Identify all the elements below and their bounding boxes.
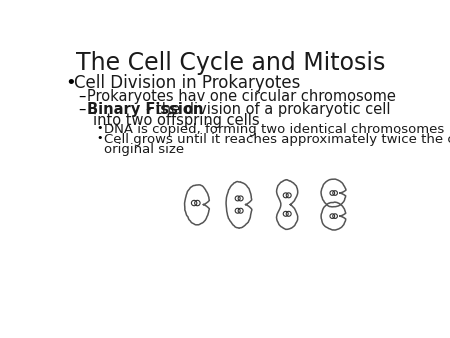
Text: original size: original size — [104, 143, 184, 156]
Text: •: • — [97, 133, 103, 143]
Text: •: • — [66, 74, 77, 92]
Polygon shape — [276, 180, 298, 230]
Text: –: – — [78, 102, 86, 117]
Polygon shape — [226, 182, 252, 228]
Text: Cell Division in Prokaryotes: Cell Division in Prokaryotes — [74, 74, 301, 92]
Polygon shape — [321, 179, 346, 207]
Text: Binary Fission: Binary Fission — [87, 102, 203, 117]
Text: The Cell Cycle and Mitosis: The Cell Cycle and Mitosis — [76, 51, 385, 75]
Text: Prokaryotes hav one circular chromosome: Prokaryotes hav one circular chromosome — [87, 89, 396, 104]
Text: Cell grows until it reaches approximately twice the cell’s: Cell grows until it reaches approximatel… — [104, 133, 450, 146]
Polygon shape — [184, 185, 209, 225]
Text: - the division of a prokaryotic cell: - the division of a prokaryotic cell — [146, 102, 391, 117]
Text: •: • — [97, 123, 103, 133]
Text: into two offspring cells: into two offspring cells — [94, 113, 260, 128]
Polygon shape — [321, 202, 346, 230]
Text: –: – — [78, 89, 86, 104]
Text: DNA is copied, forming two identical chromosomes: DNA is copied, forming two identical chr… — [104, 123, 444, 136]
